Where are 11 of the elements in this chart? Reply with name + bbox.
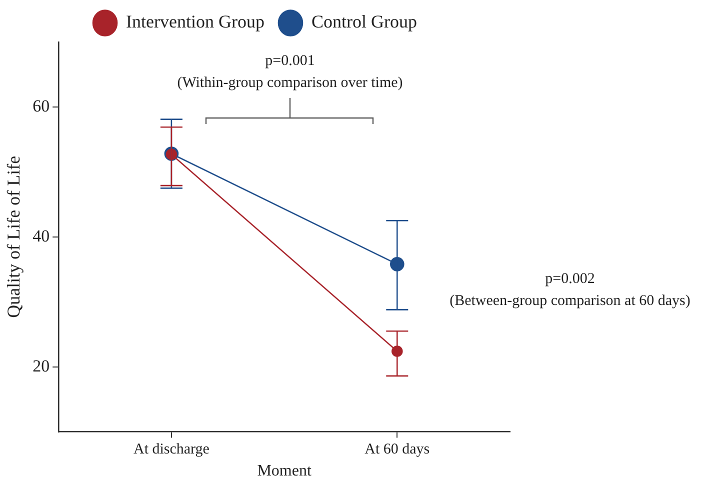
x-tick-label: At 60 days bbox=[364, 442, 430, 458]
y-tick-label: 40 bbox=[32, 226, 50, 246]
legend-label: Control Group bbox=[311, 12, 417, 32]
y-tick-label: 20 bbox=[32, 356, 50, 376]
annotation: p=0.002 (Between-group comparison at 60 days) bbox=[448, 270, 692, 311]
y-axis-title: Quality of Life of Life bbox=[4, 156, 24, 318]
annotation: p=0.001 (Within-group comparison over time) bbox=[176, 52, 404, 93]
x-axis-title: Moment bbox=[257, 462, 312, 480]
y-tick-label: 60 bbox=[32, 96, 50, 116]
legend-label: Intervention Group bbox=[126, 12, 264, 32]
x-tick-label: At discharge bbox=[133, 442, 210, 458]
